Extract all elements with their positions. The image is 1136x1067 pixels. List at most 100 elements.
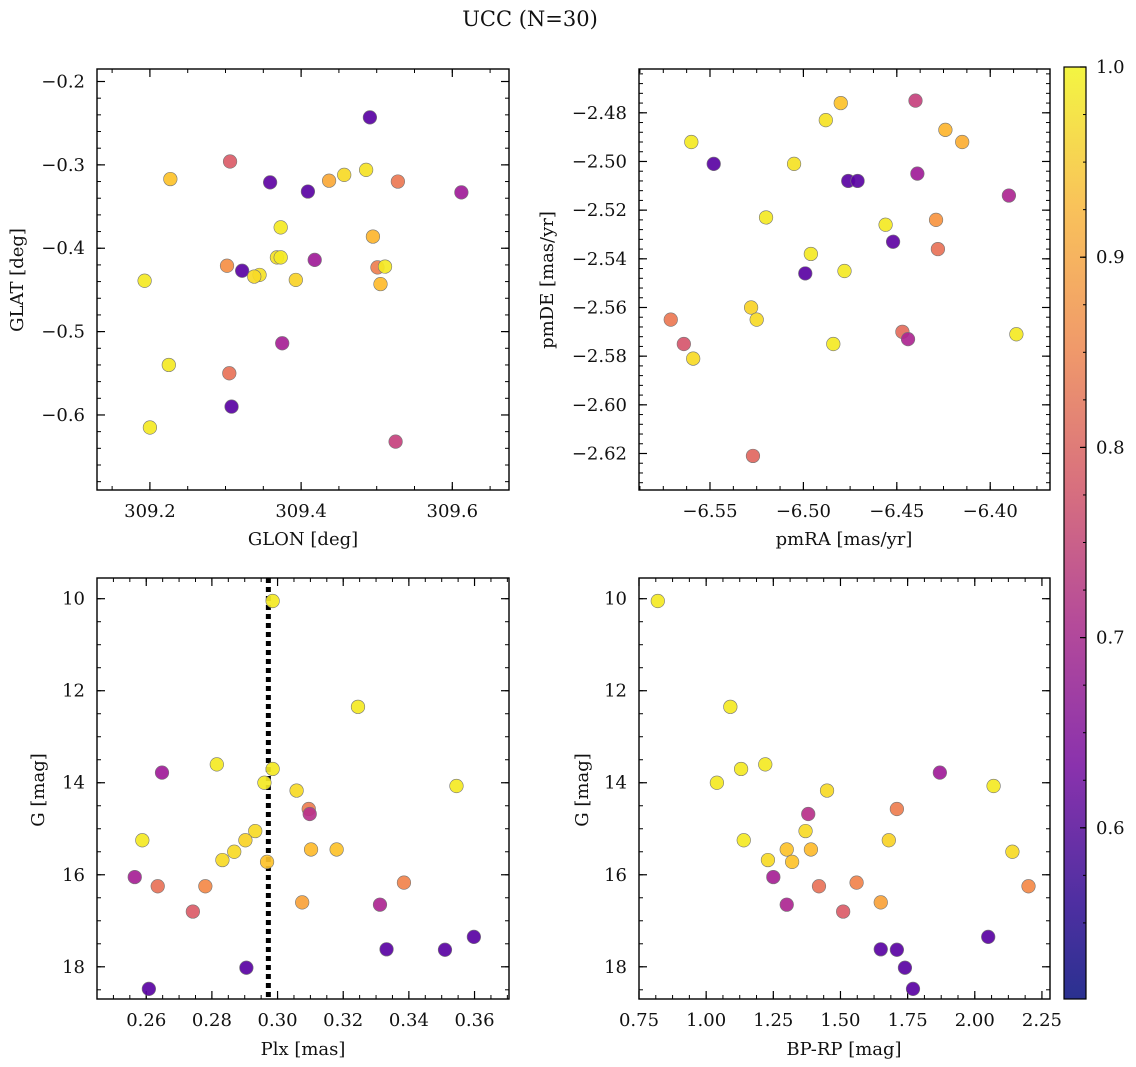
scatter-point — [826, 336, 841, 352]
scatter-point — [466, 929, 481, 944]
scatter-point — [986, 778, 1001, 794]
scatter-point — [222, 154, 238, 169]
scatter-point — [215, 852, 230, 868]
scatter-point — [849, 875, 864, 890]
y-tick-label: −2.52 — [572, 200, 627, 221]
scatter-point — [300, 184, 316, 199]
y-tick-label: −0.4 — [41, 238, 85, 259]
x-tick-label: 2.00 — [955, 1010, 995, 1031]
scatter-point — [745, 448, 761, 464]
x-tick-label: 0.26 — [126, 1010, 166, 1031]
scatter-point — [150, 879, 165, 894]
x-axis-label: GLON [deg] — [248, 529, 358, 550]
x-tick-label: 1.25 — [753, 1010, 793, 1031]
panel-glon_glat: 309.2 309.4 309.6 −0.2 −0.3 −0.4 −0.5 −0.6 GLON … — [7, 68, 510, 550]
scatter-point — [833, 95, 848, 111]
scatter-point — [837, 263, 852, 279]
scatter-point — [224, 399, 239, 414]
x-axis-label: pmRA [mas/yr] — [776, 529, 913, 550]
scatter-point — [766, 869, 781, 885]
x-tick-label: 309.4 — [275, 501, 327, 522]
y-tick-label: 16 — [62, 865, 85, 886]
scatter-point — [811, 879, 827, 894]
x-tick-label: 309.6 — [427, 501, 479, 522]
scatter-point — [127, 869, 142, 885]
y-tick-label: 16 — [604, 865, 627, 886]
scatter-point — [1009, 327, 1024, 342]
x-axis-label: BP-RP [mag] — [786, 1039, 901, 1060]
axes-frame — [96, 577, 510, 1000]
scatter-point — [247, 269, 262, 284]
x-tick-label: 309.2 — [124, 501, 176, 522]
scatter-point — [743, 300, 759, 315]
scatter-point — [758, 210, 774, 225]
colorbar-tick-label: 0.7 — [1096, 628, 1125, 649]
scatter-point — [388, 434, 403, 449]
scatter-point — [897, 960, 913, 975]
scatter-point — [878, 217, 893, 232]
x-tick-label: 0.75 — [619, 1010, 659, 1031]
scatter-point — [819, 783, 835, 798]
scatter-point — [379, 942, 394, 957]
scatter-point — [850, 173, 865, 189]
scatter-point — [239, 960, 254, 975]
x-tick-label: 2.25 — [1022, 1010, 1062, 1031]
colorbar-tick-label: 0.9 — [1096, 247, 1125, 268]
scatter-point — [163, 171, 178, 187]
scatter-point — [760, 852, 776, 868]
scatter-point — [141, 981, 156, 996]
scatter-point — [235, 263, 250, 278]
scatter-point — [733, 761, 749, 777]
y-axis-label: pmDE [mas/yr] — [537, 211, 558, 349]
scatter-point — [321, 173, 337, 188]
scatter-point — [881, 833, 896, 848]
y-tick-label: 14 — [62, 773, 85, 794]
scatter-point — [161, 357, 176, 373]
y-tick-label: −0.5 — [41, 322, 85, 343]
scatter-point — [779, 897, 794, 912]
scatter-point — [295, 895, 310, 910]
panel-bprp_g: 0.75 1.00 1.25 1.50 1.75 2.00 2.25 10 12 14 16 18 BP… — [572, 577, 1062, 1060]
y-tick-label: 10 — [604, 589, 627, 610]
scatter-point — [365, 229, 381, 244]
x-tick-label: 1.75 — [888, 1010, 928, 1031]
y-axis-label: GLAT [deg] — [7, 228, 28, 332]
x-tick-label: −6.50 — [776, 501, 831, 522]
scatter-point — [873, 895, 888, 910]
scatter-point — [932, 765, 947, 780]
scatter-point — [265, 593, 280, 609]
scatter-point — [900, 332, 916, 347]
x-tick-label: 0.30 — [258, 1010, 298, 1031]
panel-plx_g: 0.26 0.28 0.30 0.32 0.34 0.36 10 12 14 16 18 Plx [m… — [28, 577, 510, 1060]
scatter-points — [137, 110, 469, 449]
scatter-point — [836, 904, 851, 919]
scatter-point — [265, 761, 280, 777]
scatter-point — [889, 801, 904, 817]
y-tick-label: 18 — [62, 957, 85, 978]
scatter-point — [779, 842, 794, 857]
scatter-point — [454, 185, 469, 200]
x-tick-label: −6.55 — [682, 501, 737, 522]
axes-frame — [638, 68, 1051, 491]
scatter-point — [198, 879, 213, 894]
scatter-point — [437, 942, 453, 957]
y-tick-label: −2.54 — [572, 249, 627, 270]
y-tick-label: −2.48 — [572, 103, 627, 124]
x-tick-label: 0.34 — [389, 1010, 429, 1031]
scatter-point — [377, 259, 393, 274]
scatter-points — [127, 593, 481, 996]
scatter-point — [154, 765, 170, 780]
scatter-point — [798, 823, 813, 839]
scatter-point — [219, 258, 235, 273]
scatter-point — [889, 942, 904, 957]
scatter-point — [1005, 844, 1020, 859]
x-tick-label: 0.36 — [454, 1010, 494, 1031]
y-tick-label: 12 — [62, 681, 85, 702]
y-tick-label: −0.6 — [41, 405, 85, 426]
y-tick-label: −0.3 — [41, 155, 85, 176]
scatter-point — [785, 854, 800, 869]
scatter-point — [289, 783, 304, 798]
scatter-point — [259, 854, 275, 869]
x-tick-label: 1.00 — [686, 1010, 726, 1031]
scatter-points — [650, 593, 1036, 996]
